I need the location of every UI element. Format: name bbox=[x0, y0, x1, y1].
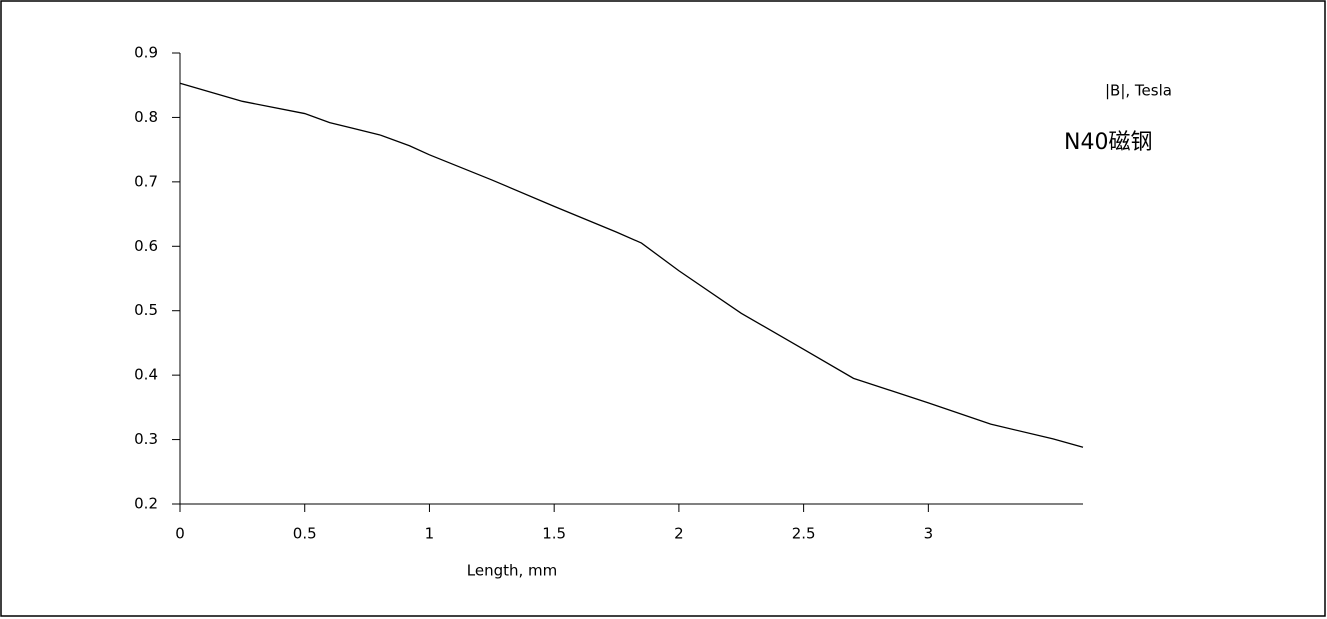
x-tick-label: 2 bbox=[674, 525, 684, 543]
y-tick-label: 0.8 bbox=[134, 108, 158, 126]
y-tick-label: 0.4 bbox=[134, 366, 158, 384]
y-tick-label: 0.9 bbox=[134, 44, 158, 62]
x-tick-label: 2.5 bbox=[792, 525, 816, 543]
y-axis-label: |B|, Tesla bbox=[1105, 82, 1172, 100]
x-tick-label: 3 bbox=[924, 525, 934, 543]
x-tick-label: 1.5 bbox=[542, 525, 566, 543]
y-tick-label: 0.3 bbox=[134, 430, 158, 448]
data-line bbox=[179, 82, 1084, 448]
annotation: N40磁钢 bbox=[1064, 130, 1152, 155]
x-tick-label: 0.5 bbox=[293, 525, 317, 543]
y-tick-label: 0.7 bbox=[134, 172, 158, 190]
x-axis-label: Length, mm bbox=[467, 562, 558, 580]
y-tick-label: 0.5 bbox=[134, 301, 158, 319]
x-tick-label: 0 bbox=[175, 525, 185, 543]
x-tick-label: 1 bbox=[425, 525, 435, 543]
y-tick-label: 0.2 bbox=[134, 495, 158, 513]
y-tick-label: 0.6 bbox=[134, 237, 158, 255]
